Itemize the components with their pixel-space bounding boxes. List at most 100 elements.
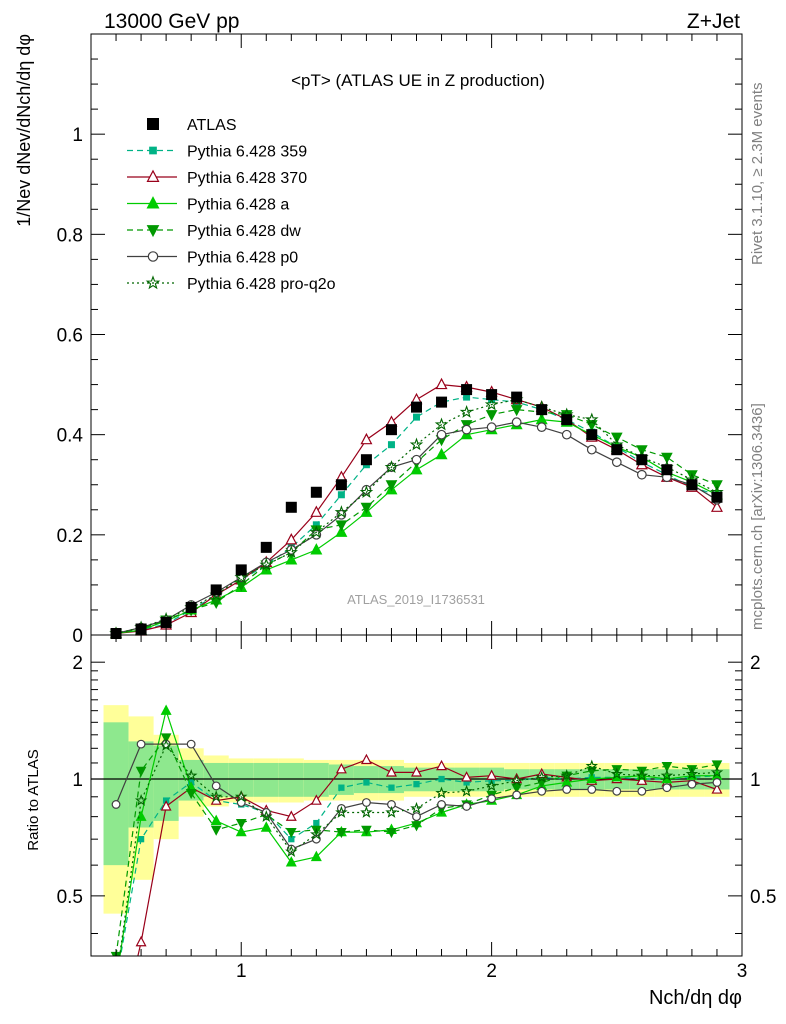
ratio-point — [510, 774, 523, 787]
legend-marker — [147, 251, 159, 262]
data-point — [387, 441, 395, 449]
ratio-series-pythia-6-428-pro-q2o — [118, 738, 724, 956]
legend-marker — [147, 118, 159, 130]
x-tick-label: 2 — [486, 961, 497, 982]
data-point — [359, 485, 374, 499]
main-y-axis-label: 1/Nev dNev/dNch/dη dφ — [14, 34, 34, 227]
data-point — [413, 413, 420, 421]
ratio-point — [209, 790, 223, 803]
data-point — [611, 444, 623, 456]
ratio-point — [360, 753, 372, 765]
data-point — [384, 460, 399, 474]
data-point — [285, 553, 298, 565]
ratio-point — [388, 784, 395, 791]
data-point — [436, 429, 447, 440]
data-point — [511, 391, 523, 403]
ratio-point — [712, 778, 722, 787]
ratio-point — [486, 769, 498, 780]
ratio-point — [412, 812, 421, 822]
legend-item-pythia-6-428-dw: Pythia 6.428 dw — [127, 223, 301, 240]
uncertainty-bands — [103, 705, 730, 914]
ratio-point — [460, 784, 473, 797]
ratio-y-tick-label-right: 0.5 — [750, 887, 776, 908]
series-atlas — [110, 384, 723, 639]
data-point — [486, 422, 497, 433]
ratio-point — [185, 788, 197, 800]
y-tick-label: 0.8 — [57, 225, 83, 246]
data-point — [435, 447, 448, 460]
ratio-point — [710, 765, 724, 778]
ratio-point — [135, 935, 147, 947]
ratio-point — [285, 845, 298, 858]
ratio-point — [411, 766, 422, 777]
legend-label: Pythia 6.428 370 — [187, 170, 307, 187]
x-axis-label: Nch/dη dφ — [649, 987, 742, 1009]
ratio-point — [537, 786, 547, 796]
data-point — [410, 462, 423, 475]
ratio-point — [335, 805, 348, 818]
legend-item-atlas: ATLAS — [147, 117, 237, 134]
ratio-point — [235, 825, 247, 837]
ratio-point — [360, 805, 373, 818]
main-panel: 0 0.2 0.4 0.6 0.8 1 <pT> (ATLAS UE in Z produ… — [14, 33, 743, 647]
data-point — [284, 545, 299, 559]
data-point — [486, 389, 498, 401]
ratio-point — [487, 794, 497, 804]
rivet-label: Rivet 3.1.10, ≥ 2.3M events — [749, 83, 766, 266]
data-point — [360, 454, 372, 466]
y-tick-label: 0.4 — [57, 426, 84, 447]
ratio-y-tick-label: 2 — [72, 653, 83, 674]
data-point — [561, 429, 572, 440]
data-point — [210, 584, 222, 596]
ratio-point — [687, 779, 697, 789]
ratio-point — [437, 800, 446, 809]
data-point — [360, 432, 373, 445]
ratio-x-axis: 1 2 3 — [115, 635, 748, 982]
main-x-axis — [115, 34, 718, 635]
data-point — [310, 505, 323, 517]
data-point — [463, 393, 471, 401]
data-point — [586, 429, 598, 441]
data-point — [636, 469, 647, 480]
band-inner — [278, 762, 304, 797]
ratio-point — [310, 794, 322, 805]
header-right: Z+Jet — [687, 10, 740, 33]
ratio-point — [210, 825, 222, 836]
ratio-point — [260, 810, 273, 823]
ratio-point — [186, 739, 196, 749]
data-point — [661, 464, 673, 476]
ratio-point — [361, 798, 371, 807]
data-point — [586, 444, 597, 455]
data-point — [185, 601, 197, 613]
ratio-point — [160, 800, 172, 811]
mcplots-label: mcplots.cern.ch [arXiv:1306.3436] — [749, 403, 766, 630]
data-point — [636, 454, 648, 466]
ratio-point — [662, 783, 672, 793]
legend-marker — [145, 275, 161, 290]
main-plot-area — [109, 377, 724, 641]
ratio-point — [385, 805, 398, 818]
ratio-point — [586, 772, 598, 784]
ratio-point — [413, 781, 420, 788]
data-point — [561, 414, 573, 426]
ratio-point — [587, 785, 597, 794]
ratio-point — [285, 827, 297, 839]
data-point — [485, 410, 498, 422]
ratio-point — [285, 856, 297, 867]
ratio-point — [310, 850, 322, 862]
ratio-point — [136, 739, 146, 749]
data-point — [285, 533, 298, 545]
data-point — [310, 486, 322, 498]
ratio-point — [260, 821, 272, 832]
x-tick-label: 3 — [737, 961, 748, 982]
data-point — [411, 401, 422, 413]
main-title: <pT> (ATLAS UE in Z production) — [291, 71, 545, 90]
legend-label: Pythia 6.428 pro-q2o — [187, 276, 336, 293]
data-point — [385, 480, 398, 492]
data-point — [334, 505, 349, 519]
ratio-point — [313, 819, 320, 827]
legend-marker — [149, 146, 157, 155]
ratio-point — [560, 769, 573, 782]
data-point — [312, 521, 320, 529]
legend-item-pythia-6-428-p0: Pythia 6.428 p0 — [127, 250, 298, 267]
